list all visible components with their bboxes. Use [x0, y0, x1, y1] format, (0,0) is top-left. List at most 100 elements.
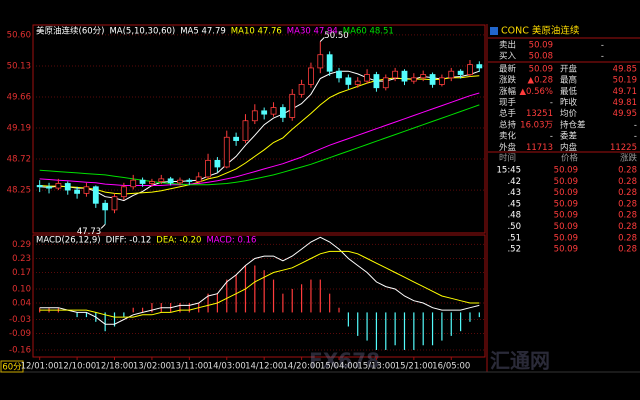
annotation: 50.50 [324, 31, 348, 41]
legend-entry: MA5 47.79 [180, 27, 226, 37]
candle-body [186, 179, 193, 182]
tick-change: 0.28 [618, 166, 637, 176]
tick-change: 0.28 [618, 245, 637, 255]
x-tick-label: 12/18:00 [95, 362, 133, 372]
price-panel [32, 24, 486, 234]
tick-price: 50.09 [554, 222, 578, 232]
candle-body [55, 183, 62, 189]
ma-line [39, 92, 480, 186]
candle-body [251, 110, 258, 122]
candle-body [167, 178, 174, 184]
ma-line [39, 75, 480, 195]
y-tick-label: -0.16 [9, 345, 31, 355]
quote-label: 委差 [560, 131, 577, 142]
candle-body [373, 74, 380, 89]
candle-body [476, 64, 483, 69]
macd-panel [32, 234, 486, 358]
quote-label: 总持 [499, 119, 517, 130]
ma-line [39, 104, 480, 186]
x-tick-label: 15/04:00 [320, 362, 358, 372]
annotation: 47.73 [77, 227, 101, 237]
quote-title: CONC 美原油连续 [501, 25, 580, 37]
quote-label: 均价 [560, 108, 578, 119]
legend-entry: MA10 47.76 [231, 27, 282, 37]
tick-change: 0.28 [618, 199, 637, 209]
x-tick-label: 13/02:00 [133, 362, 171, 372]
quote-label: 最低 [560, 86, 578, 97]
candle-body [46, 186, 52, 189]
x-tick-label: 14/20:00 [283, 362, 321, 372]
tick-time: 15:45 [497, 166, 522, 176]
x-tick-label: 15/13:00 [357, 362, 395, 372]
tick-time: .43 [507, 188, 521, 198]
candle-body [233, 136, 240, 141]
x-tick-label: 12/01:00 [21, 362, 59, 372]
candle-body [74, 189, 80, 194]
x-tick-label: 15/21:00 [395, 362, 433, 372]
y-tick-label: 49.66 [7, 92, 31, 102]
quote-label: 买入 [499, 52, 517, 62]
top-bar [0, 0, 640, 24]
tick-header: 涨跌 [620, 153, 638, 164]
x-tick-label: 14/03:00 [208, 362, 246, 372]
candle-body [298, 84, 305, 95]
candle-body [242, 120, 249, 141]
y-tick-label: 49.19 [7, 124, 31, 134]
tick-time: .52 [507, 245, 521, 255]
quote-icon [490, 27, 498, 35]
quote-label: 涨跌 [499, 75, 517, 86]
candle-body [83, 186, 90, 194]
quote-value: 16.03万 [520, 120, 553, 130]
y-tick-label: 0.04 [12, 299, 31, 309]
quote-label: 内盘 [560, 142, 578, 153]
quote-label: 持仓差 [560, 119, 586, 130]
quote-value: 13251 [526, 109, 553, 119]
quote-value: 50.19 [613, 76, 637, 86]
candle-body [448, 70, 455, 79]
tick-change: 0.28 [618, 222, 637, 232]
candle-body [308, 67, 314, 85]
tick-change: 0.28 [618, 233, 637, 243]
y-tick-label: 48.72 [7, 155, 31, 165]
x-tick-label: 14/12:00 [245, 362, 283, 372]
candle-body [354, 80, 361, 85]
quote-value: - [601, 41, 604, 51]
x-tick-label: 16/05:00 [432, 362, 470, 372]
quote-value: 49.71 [613, 87, 637, 97]
quote-label: 最新 [499, 63, 517, 74]
tick-price: 50.09 [554, 245, 578, 255]
candle-body [429, 74, 436, 85]
quote-value: - [634, 120, 637, 130]
candle-body [223, 136, 230, 168]
candle-body [317, 54, 324, 69]
candle-body [177, 179, 183, 184]
candle-body [336, 70, 342, 79]
candle-body [457, 70, 464, 75]
tick-price: 50.09 [554, 211, 578, 221]
quote-value: - [550, 132, 553, 142]
candle-body [364, 74, 370, 82]
y-tick-label: 0.29 [12, 240, 31, 250]
annotation-line [319, 37, 325, 42]
legend-entry: MACD: 0.16 [206, 236, 256, 246]
quote-value: 50.08 [529, 52, 553, 62]
candle-body [261, 110, 268, 115]
macd-line [39, 236, 480, 325]
candle-body [130, 179, 137, 188]
tick-time: .42 [507, 177, 521, 187]
y-tick-label: 0.10 [12, 284, 31, 294]
candle-body [120, 186, 127, 198]
y-tick-label: 48.25 [7, 186, 31, 196]
quote-value: 50.09 [529, 64, 553, 74]
quote-value: 49.81 [613, 98, 637, 108]
quote-value: ▲0.28 [528, 76, 553, 86]
quote-value: 49.85 [613, 64, 637, 74]
y-tick-label: 0.17 [12, 268, 31, 278]
tick-time: .48 [507, 211, 521, 221]
candle-body [420, 74, 427, 79]
quote-value: 49.95 [613, 109, 637, 119]
quote-label: 外盘 [499, 142, 517, 153]
tick-time: .50 [507, 222, 521, 232]
candle-body [382, 77, 389, 89]
tick-change: 0.28 [618, 188, 637, 198]
